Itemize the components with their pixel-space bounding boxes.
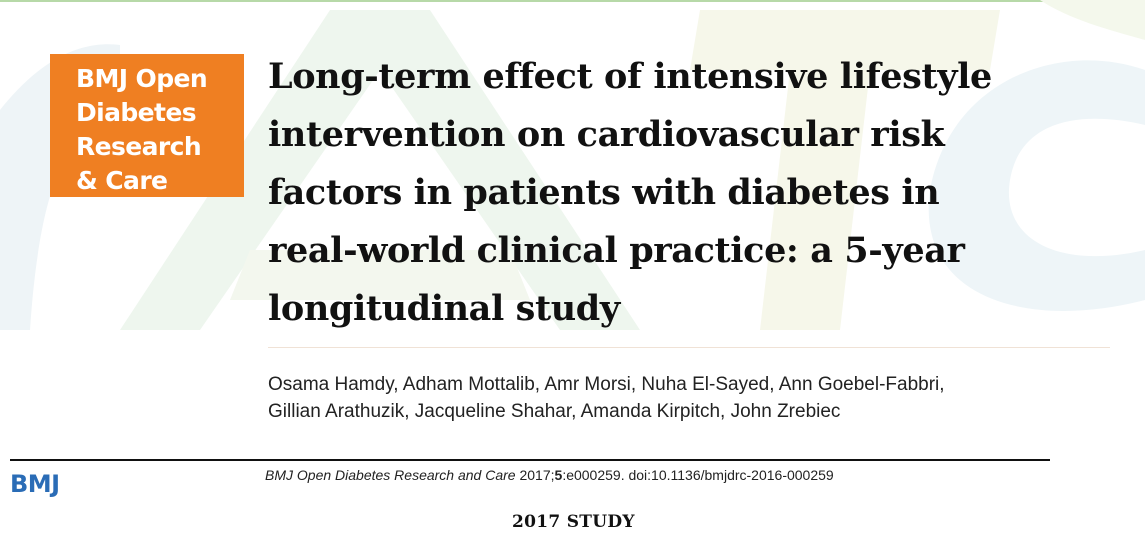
publisher-logo: BMJ (10, 470, 60, 498)
journal-logo-line: Research (76, 132, 202, 161)
paper-title-line: intervention on cardiovascular risk (268, 114, 945, 155)
citation-year: 2017; (515, 467, 555, 483)
footer-rule (10, 459, 1050, 461)
paper-title-line: longitudinal study (268, 288, 620, 329)
paper-title: Long-term effect of intensive lifestyle … (268, 48, 1108, 338)
citation-doi: :e000259. doi:10.1136/bmjdrc-2016-000259 (562, 467, 834, 483)
author-list: Osama Hamdy, Adham Mottalib, Amr Morsi, … (268, 371, 1128, 425)
journal-logo-line: & Care (76, 166, 168, 195)
top-rule (0, 0, 1145, 2)
citation-journal: BMJ Open Diabetes Research and Care (265, 467, 516, 483)
citation: BMJ Open Diabetes Research and Care 2017… (265, 467, 834, 483)
paper-title-line: factors in patients with diabetes in (268, 172, 940, 213)
author-list-line: Osama Hamdy, Adham Mottalib, Amr Morsi, … (268, 374, 945, 395)
paper-title-line: real-world clinical practice: a 5-year (268, 230, 965, 271)
title-separator (268, 347, 1110, 348)
journal-logo: BMJ Open Diabetes Research & Care (50, 54, 244, 197)
author-list-line: Gillian Arathuzik, Jacqueline Shahar, Am… (268, 401, 841, 422)
paper-title-line: Long-term effect of intensive lifestyle (268, 56, 992, 97)
citation-volume: 5 (554, 467, 563, 483)
journal-logo-line: Diabetes (76, 98, 197, 127)
study-caption: 2017 STUDY (512, 512, 635, 532)
journal-logo-line: BMJ Open (76, 64, 208, 93)
